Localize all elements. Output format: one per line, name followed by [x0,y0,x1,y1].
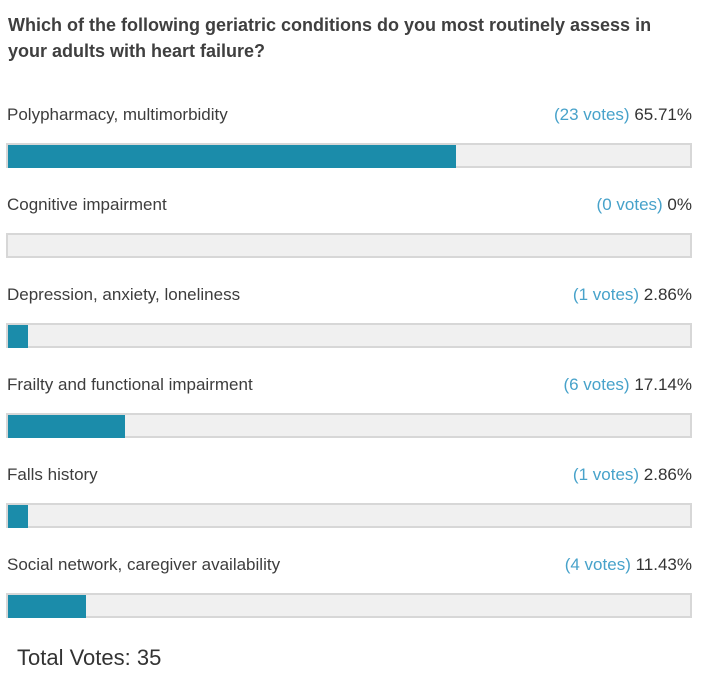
poll-option-row: Falls history (1 votes) 2.86% [6,465,692,528]
option-label: Falls history [7,465,98,484]
option-percent: 2.86% [643,285,692,304]
poll-option-head: Polypharmacy, multimorbidity (23 votes) … [6,105,692,125]
poll-question: Which of the following geriatric conditi… [8,15,652,61]
option-bar-fill [8,505,28,528]
option-votes: (4 votes) [564,555,631,574]
poll-results-widget: Which of the following geriatric conditi… [6,12,692,700]
option-votes: (1 votes) [572,285,640,304]
option-bar-track [6,503,692,528]
poll-option-row: Polypharmacy, multimorbidity (23 votes) … [6,105,692,168]
option-label: Depression, anxiety, loneliness [7,285,241,304]
option-percent: 65.71% [634,105,692,124]
poll-option-head: Falls history (1 votes) 2.86% [6,465,692,485]
poll-options: Polypharmacy, multimorbidity (23 votes) … [6,105,692,618]
option-result: (4 votes) 11.43% [565,555,692,575]
option-bar-track [6,593,692,618]
poll-option-head: Social network, caregiver availability (… [6,555,692,575]
option-bar-track [6,323,692,348]
option-bar-fill [8,325,28,348]
option-result: (1 votes) 2.86% [573,285,692,305]
option-percent: 0% [667,195,692,214]
option-label: Polypharmacy, multimorbidity [7,105,228,124]
option-votes: (0 votes) [596,195,663,214]
option-bar-fill [8,415,125,438]
poll-option-row: Depression, anxiety, loneliness (1 votes… [6,285,692,348]
option-result: (1 votes) 2.86% [573,465,692,485]
option-votes: (1 votes) [572,465,640,484]
poll-option-row: Frailty and functional impairment (6 vot… [6,375,692,438]
option-percent: 2.86% [643,465,692,484]
poll-option-head: Depression, anxiety, loneliness (1 votes… [6,285,692,305]
option-result: (23 votes) 65.71% [554,105,692,125]
total-votes: Total Votes: 35 [17,645,162,670]
poll-option-row: Cognitive impairment (0 votes) 0% [6,195,692,258]
option-label: Cognitive impairment [7,195,167,214]
option-percent: 17.14% [634,375,692,394]
option-bar-track [6,143,692,168]
option-bar-track [6,233,692,258]
option-votes: (6 votes) [563,375,630,394]
option-result: (6 votes) 17.14% [563,375,692,395]
option-label: Frailty and functional impairment [7,375,253,394]
poll-option-head: Cognitive impairment (0 votes) 0% [6,195,692,215]
option-result: (0 votes) 0% [597,195,692,215]
option-percent: 11.43% [635,555,692,574]
option-bar-fill [8,595,86,618]
poll-option-head: Frailty and functional impairment (6 vot… [6,375,692,395]
option-votes: (23 votes) [554,105,630,124]
poll-option-row: Social network, caregiver availability (… [6,555,692,618]
option-bar-track [6,413,692,438]
option-label: Social network, caregiver availability [7,555,281,574]
option-bar-fill [8,145,457,168]
